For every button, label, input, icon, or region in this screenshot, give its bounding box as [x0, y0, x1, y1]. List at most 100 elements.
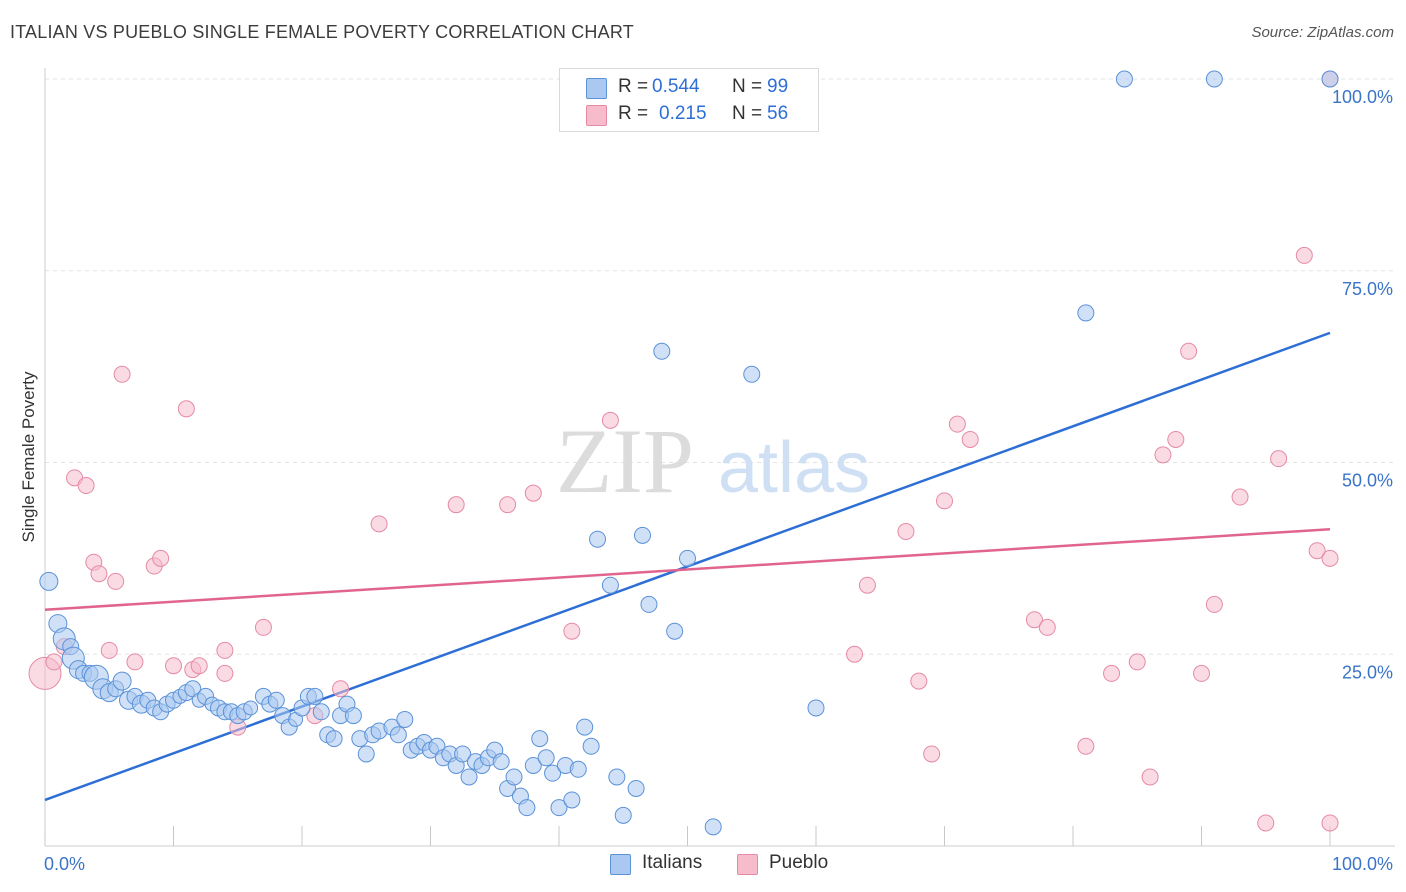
italians-r-label: R = — [618, 76, 649, 97]
italians-point — [357, 745, 375, 763]
italians-point — [582, 737, 600, 755]
pueblo-point — [1128, 653, 1146, 671]
italians-n-value: 99 — [767, 76, 789, 97]
pueblo-point — [1154, 446, 1172, 464]
pueblo-point — [177, 400, 195, 418]
italians-point — [396, 710, 414, 728]
italians-point — [537, 749, 555, 767]
pueblo-point — [90, 565, 108, 583]
source-credit: Source: ZipAtlas.com — [1251, 24, 1394, 41]
italians-point — [743, 365, 761, 383]
pueblo-point — [1167, 430, 1185, 448]
pueblo-point — [1321, 549, 1339, 567]
italians-point — [389, 726, 407, 744]
italians-point — [518, 799, 536, 817]
y-tick-label: 25.0% — [1342, 662, 1393, 682]
italians-point — [112, 671, 132, 691]
italians-r-value: 0.544 — [652, 76, 700, 97]
pueblo-trend-line — [44, 527, 1331, 612]
y-tick-label: 100.0% — [1332, 87, 1393, 107]
pueblo-point — [858, 576, 876, 594]
italians-legend-label: Italians — [642, 852, 703, 873]
italians-point — [601, 576, 619, 594]
italians-legend-swatch — [610, 854, 631, 875]
y-tick-label: 75.0% — [1342, 279, 1393, 299]
pueblo-point — [1205, 595, 1223, 613]
italians-point — [454, 745, 472, 763]
pueblo-point — [107, 572, 125, 590]
italians-point — [39, 571, 59, 591]
italians-point — [550, 799, 568, 817]
italians-point — [325, 730, 343, 748]
pueblo-point — [936, 492, 953, 510]
pueblo-point — [45, 653, 63, 671]
italians-point — [531, 730, 549, 748]
pueblo-point — [254, 618, 272, 636]
x-tick-label: 100.0% — [1332, 854, 1393, 874]
watermark-zip: ZIP — [556, 410, 694, 512]
pueblo-r-value: 0.215 — [659, 103, 707, 124]
italians-point — [1115, 70, 1133, 88]
pueblo-point — [216, 641, 234, 659]
pueblo-point — [910, 672, 928, 690]
pueblo-point — [1231, 488, 1249, 506]
italians-point — [614, 806, 632, 824]
y-tick-label: 50.0% — [1342, 471, 1393, 491]
pueblo-point — [332, 680, 350, 698]
pueblo-point — [524, 484, 542, 502]
pueblo-n-label: N = — [732, 103, 763, 124]
pueblo-point — [897, 523, 915, 541]
pueblo-point — [152, 549, 170, 567]
italians-point — [524, 756, 542, 774]
pueblo-point — [447, 496, 465, 514]
pueblo-point — [1038, 618, 1056, 636]
axes — [44, 68, 1395, 847]
italians-point — [267, 691, 285, 709]
pueblo-point — [1141, 768, 1159, 786]
italians-point — [589, 530, 607, 548]
watermark-atlas: atlas — [718, 428, 870, 508]
italians-swatch — [586, 78, 607, 99]
italians-point — [1321, 70, 1339, 88]
italians-point — [505, 768, 523, 786]
pueblo-points — [28, 70, 1339, 832]
pueblo-n-value: 56 — [767, 103, 789, 124]
pueblo-point — [216, 664, 234, 682]
italians-point — [666, 622, 684, 640]
legend-row-italians: R = 0.544 N = 99 — [560, 75, 818, 101]
pueblo-legend-swatch — [737, 854, 758, 875]
pueblo-legend-label: Pueblo — [769, 852, 829, 873]
pueblo-swatch — [586, 105, 607, 126]
italians-n-label: N = — [732, 76, 763, 97]
chart-title: ITALIAN VS PUEBLO SINGLE FEMALE POVERTY … — [10, 22, 634, 42]
italians-points — [39, 70, 1339, 836]
pueblo-point — [1103, 664, 1121, 682]
x-tick-label: 0.0% — [44, 854, 85, 874]
pueblo-point — [190, 657, 208, 675]
pueblo-point — [113, 365, 131, 383]
pueblo-point — [165, 657, 182, 675]
pueblo-point — [1308, 542, 1326, 560]
italians-point — [634, 526, 652, 544]
italians-point — [544, 764, 562, 782]
pueblo-point — [1193, 664, 1210, 682]
watermark: ZIP atlas — [556, 410, 870, 512]
pueblo-point — [563, 622, 581, 640]
italians-point — [640, 595, 658, 613]
italians-point — [576, 718, 594, 736]
y-axis-label: Single Female Poverty — [19, 371, 38, 543]
pueblo-point — [948, 415, 966, 433]
pueblo-point — [1025, 611, 1043, 629]
italians-point — [563, 791, 581, 809]
italians-point — [679, 549, 696, 567]
pueblo-point — [1180, 342, 1198, 360]
pueblo-point — [77, 477, 95, 495]
italians-point — [344, 707, 362, 725]
italians-point — [492, 753, 510, 771]
italians-point — [569, 760, 587, 778]
italians-point — [1077, 304, 1095, 322]
pueblo-point — [370, 515, 388, 533]
italians-point — [312, 703, 330, 721]
pueblo-point — [923, 745, 941, 763]
